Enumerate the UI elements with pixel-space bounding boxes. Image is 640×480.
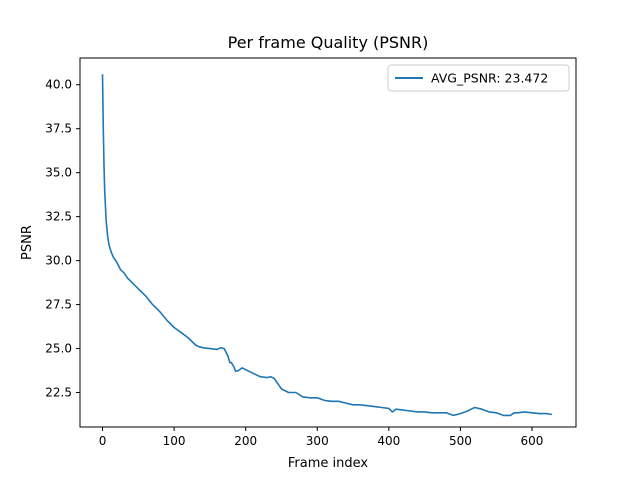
x-tick-label: 100 [163, 434, 186, 448]
y-tick-label: 37.5 [45, 122, 72, 136]
axes-frame [79, 57, 577, 428]
x-tick-label: 400 [377, 434, 400, 448]
legend-box [387, 64, 570, 92]
y-tick-label: 40.0 [45, 78, 72, 92]
x-tick-label: 0 [99, 434, 107, 448]
x-axis-ticks: 0 100 200 300 400 500 600 [99, 427, 544, 448]
y-tick-label: 25.0 [45, 342, 72, 356]
y-axis-ticks: 22.5 25.0 27.5 30.0 32.5 35.0 37.5 40.0 [45, 78, 80, 400]
x-axis-label: Frame index [288, 456, 369, 471]
x-tick-label: 600 [521, 434, 544, 448]
x-tick-label: 500 [449, 434, 472, 448]
y-tick-label: 22.5 [45, 386, 72, 400]
legend-entry-label: AVG_PSNR: 23.472 [431, 71, 548, 86]
legend: AVG_PSNR: 23.472 [387, 64, 570, 92]
y-axis-label: PSNR [20, 225, 35, 260]
plot-area [101, 74, 553, 417]
y-tick-label: 32.5 [45, 210, 72, 224]
y-tick-label: 27.5 [45, 298, 72, 312]
x-tick-label: 300 [306, 434, 329, 448]
series-line-avg-psnr [101, 74, 553, 417]
y-tick-label: 35.0 [45, 166, 72, 180]
x-tick-label: 200 [234, 434, 257, 448]
chart-title: Per frame Quality (PSNR) [228, 33, 429, 52]
y-tick-label: 30.0 [45, 254, 72, 268]
